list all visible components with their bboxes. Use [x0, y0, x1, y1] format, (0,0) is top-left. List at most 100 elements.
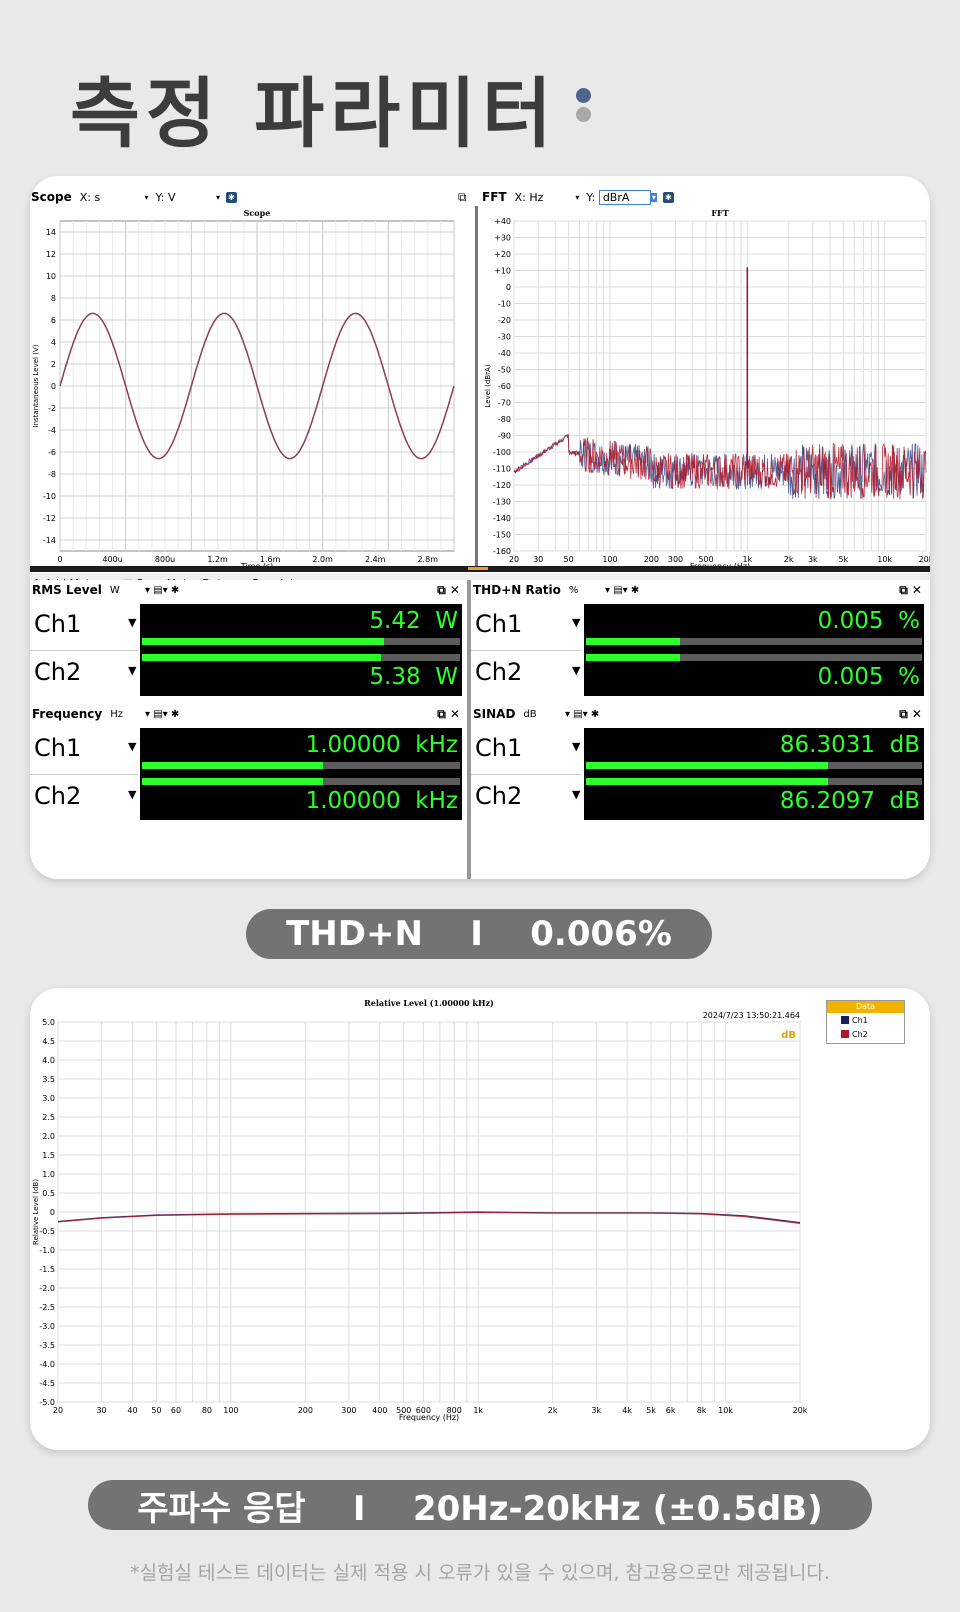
level-bar-fill — [586, 654, 681, 661]
y-tick-label: 10 — [46, 272, 56, 281]
y-tick-label: -3.0 — [39, 1322, 55, 1331]
level-bar — [586, 778, 922, 785]
y-unit-select[interactable]: V — [167, 190, 176, 204]
channel-label[interactable]: Ch2 — [475, 782, 523, 810]
x-tick-label: 2.0m — [312, 555, 333, 564]
channel-label[interactable]: Ch1 — [475, 734, 523, 762]
x-tick-label: 40 — [127, 1406, 137, 1415]
meter-options-icon[interactable]: ▾ ▤▾ ✱ — [145, 584, 180, 596]
channel-dropdown-icon[interactable]: ▼ — [128, 616, 137, 629]
x-tick-label: 400 — [372, 1406, 387, 1415]
y-tick-label: 0 — [50, 1208, 55, 1217]
level-bar — [142, 638, 460, 645]
y-axis-label: Relative Level (dB) — [32, 1179, 40, 1245]
x-tick-label: 10k — [718, 1406, 733, 1415]
y-tick-label: -50 — [498, 366, 511, 375]
y-tick-label: -1.0 — [39, 1246, 55, 1255]
x-tick-label: 1.2m — [207, 555, 228, 564]
x-axis-label: Frequency (Hz) — [690, 562, 750, 566]
meter-unit: W — [109, 584, 120, 596]
popout-close-icons[interactable]: ⧉ ✕ — [437, 707, 460, 721]
y-tick-label: -160 — [493, 547, 511, 556]
x-label: X: — [79, 190, 91, 204]
channel-label[interactable]: Ch2 — [34, 658, 82, 686]
x-tick-label: 20 — [53, 1406, 63, 1415]
meter-display — [140, 604, 462, 696]
x-tick-label: 400u — [102, 555, 122, 564]
meter-options-icon[interactable]: ▾ ▤▾ ✱ — [145, 708, 180, 720]
meter-unit: dB — [523, 708, 537, 720]
scope-popout-icon[interactable]: ⧉ — [458, 189, 467, 204]
y-tick-label: -5.0 — [39, 1398, 55, 1407]
gear-icon[interactable]: ✱ — [662, 191, 674, 203]
x-tick-label: 6k — [666, 1406, 676, 1415]
x-tick-label: 500 — [396, 1406, 411, 1415]
y-tick-label: -2.0 — [39, 1284, 55, 1293]
scope-waveform — [59, 312, 455, 460]
x-tick-label: 200 — [298, 1406, 313, 1415]
y-tick-label: 8 — [51, 294, 56, 303]
x-unit-select[interactable]: Hz — [529, 190, 544, 204]
fft-series-2 — [513, 433, 927, 500]
x-tick-label: 5k — [646, 1406, 656, 1415]
channel-dropdown-icon[interactable]: ▼ — [128, 664, 137, 677]
channel-label[interactable]: Ch1 — [34, 610, 82, 638]
y-tick-label: -60 — [498, 382, 511, 391]
popout-close-icons[interactable]: ⧉ ✕ — [899, 583, 922, 597]
y-tick-label: -80 — [498, 415, 511, 424]
gear-icon[interactable]: ✱ — [225, 191, 237, 203]
fft-chart: FFT +40 +30 +20 +10 0 -10 -20 -30 -40 -50 -60 -70 -80… — [484, 208, 930, 566]
y-axis-label: Level (dBrA) — [484, 364, 492, 407]
channel-label[interactable]: Ch2 — [34, 782, 82, 810]
x-tick-label: 80 — [202, 1406, 212, 1415]
channel-label[interactable]: Ch1 — [475, 610, 523, 638]
meter-unit: % — [568, 584, 579, 596]
popout-close-icons[interactable]: ⧉ ✕ — [437, 583, 460, 597]
meter-value: 0.005 % — [817, 608, 920, 634]
meter-options-icon[interactable]: ▾ ▤▾ ✱ — [565, 708, 600, 720]
page-title: 측정 파라미터 — [70, 69, 558, 158]
meter-value: 5.38 W — [369, 664, 458, 690]
x-tick-label: 50 — [151, 1406, 161, 1415]
x-unit-select[interactable]: s — [94, 190, 101, 204]
splitter-bar[interactable] — [30, 566, 930, 572]
channel-dropdown-icon[interactable]: ▼ — [572, 788, 581, 801]
y-unit-select[interactable]: dBrA — [598, 189, 651, 205]
channel-label[interactable]: Ch1 — [34, 734, 82, 762]
x-tick-label: 2k — [548, 1406, 558, 1415]
meter-title: SINAD — [473, 707, 516, 721]
x-tick-label: 50 — [564, 555, 574, 564]
level-bar — [142, 762, 460, 769]
channel-label[interactable]: Ch2 — [475, 658, 523, 686]
analyzer-screenshot: Scope X: s ▾ Y: V ▾ ✱ ⧉ FFT X: Hz ▾ Y: dBrA… — [30, 176, 930, 879]
y-tick-label: -110 — [493, 465, 511, 474]
channel-dropdown-icon[interactable]: ▼ — [572, 616, 581, 629]
level-bar — [586, 762, 922, 769]
rms-level-meter: RMS Level W ▾ ▤▾ ✱ ⧉ ✕ Ch1 ▼ 5.42 W Ch2 ▼ 5.38… — [30, 580, 468, 700]
y-tick-label: +40 — [494, 217, 511, 226]
meter-options-icon[interactable]: ▾ ▤▾ ✱ — [605, 584, 640, 596]
legend-item-ch1: Ch1 — [827, 1013, 904, 1027]
x-tick-label: 20k — [919, 555, 930, 564]
x-tick-label: 0 — [57, 555, 62, 564]
x-axis-label: Time (s) — [240, 562, 274, 566]
x-tick-label: 10k — [877, 555, 892, 564]
channel-dropdown-icon[interactable]: ▼ — [128, 788, 137, 801]
level-bar-fill — [586, 762, 828, 769]
x-tick-label: 300 — [668, 555, 683, 564]
channel-dropdown-icon[interactable]: ▼ — [572, 664, 581, 677]
channel-dropdown-icon[interactable]: ▼ — [572, 740, 581, 753]
level-bar-fill — [142, 778, 324, 785]
y-tick-label: 1.5 — [42, 1151, 55, 1160]
channel-dropdown-icon[interactable]: ▼ — [128, 740, 137, 753]
logo-icon: dB — [781, 1030, 796, 1041]
y-tick-label: 3.0 — [42, 1094, 55, 1103]
x-tick-label: 2.4m — [365, 555, 386, 564]
meter-value: 5.42 W — [369, 608, 458, 634]
y-tick-label: -12 — [43, 514, 56, 523]
x-tick-label: 20 — [509, 555, 519, 564]
split-divider[interactable] — [475, 206, 478, 566]
popout-close-icons[interactable]: ⧉ ✕ — [899, 707, 922, 721]
y-tick-label: 4.5 — [42, 1037, 55, 1046]
meter-value: 1.00000 kHz — [305, 732, 458, 758]
